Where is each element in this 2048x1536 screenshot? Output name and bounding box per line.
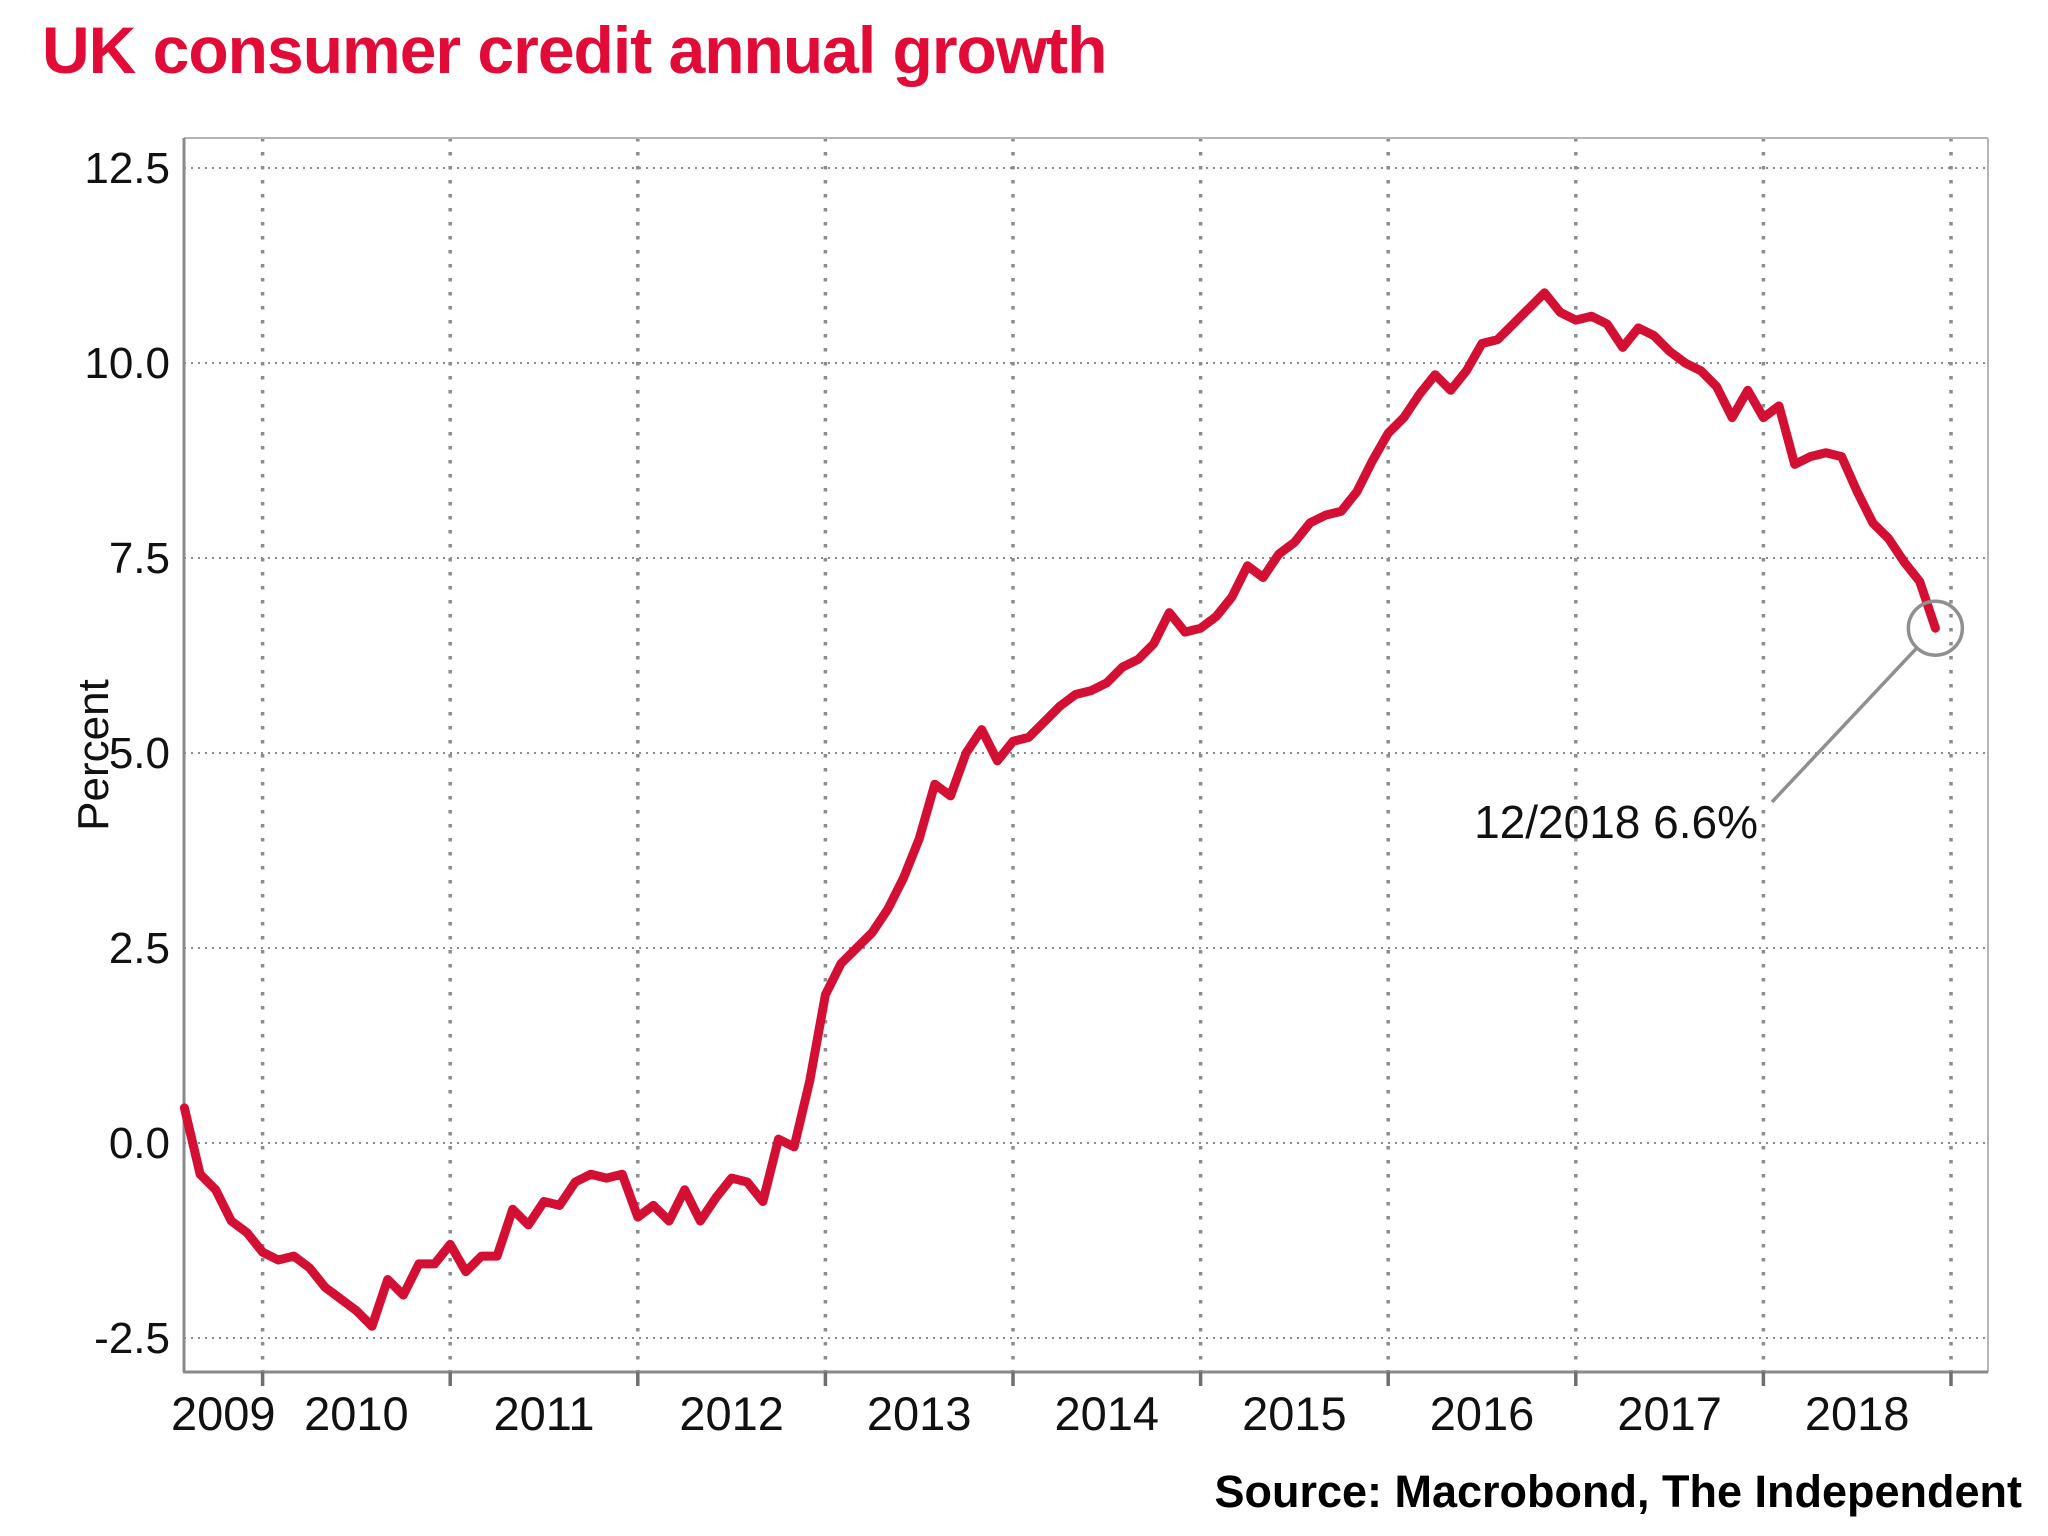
x-tick-label: 2015 — [1242, 1387, 1347, 1440]
x-tick-label: 2011 — [493, 1387, 594, 1440]
source-credit: Source: Macrobond, The Independent — [1214, 1466, 2022, 1517]
y-tick-label: 12.5 — [84, 144, 170, 193]
data-series-group — [179, 288, 1940, 1331]
y-tick-label: 2.5 — [109, 924, 170, 973]
x-tick-label: 2009 — [171, 1387, 276, 1440]
x-tick-label: 2014 — [1055, 1387, 1160, 1440]
data-line — [179, 288, 1940, 1331]
annotation-group — [1770, 599, 1965, 804]
tick-marks-group — [260, 1372, 1953, 1386]
y-tick-label: 0.0 — [109, 1119, 170, 1168]
annotation-leader-line — [1770, 646, 1919, 804]
frame-group — [182, 137, 1989, 1374]
x-tick-label: 2012 — [679, 1387, 784, 1440]
annotation-label: 12/2018 6.6% — [1474, 796, 1758, 848]
y-tick-label: -2.5 — [94, 1314, 170, 1363]
x-tick-label: 2018 — [1805, 1387, 1910, 1440]
y-tick-label: 7.5 — [109, 534, 170, 583]
y-tick-label: 10.0 — [84, 339, 170, 388]
chart-title: UK consumer credit annual growth — [42, 13, 1107, 87]
annotation-circle — [1906, 599, 1965, 657]
gridlines-group — [184, 138, 1988, 1372]
x-tick-label: 2010 — [304, 1387, 409, 1440]
x-tick-label: 2017 — [1617, 1387, 1722, 1440]
x-tick-label: 2016 — [1430, 1387, 1535, 1440]
x-tick-label: 2013 — [867, 1387, 972, 1440]
y-tick-label: 5.0 — [109, 729, 170, 778]
